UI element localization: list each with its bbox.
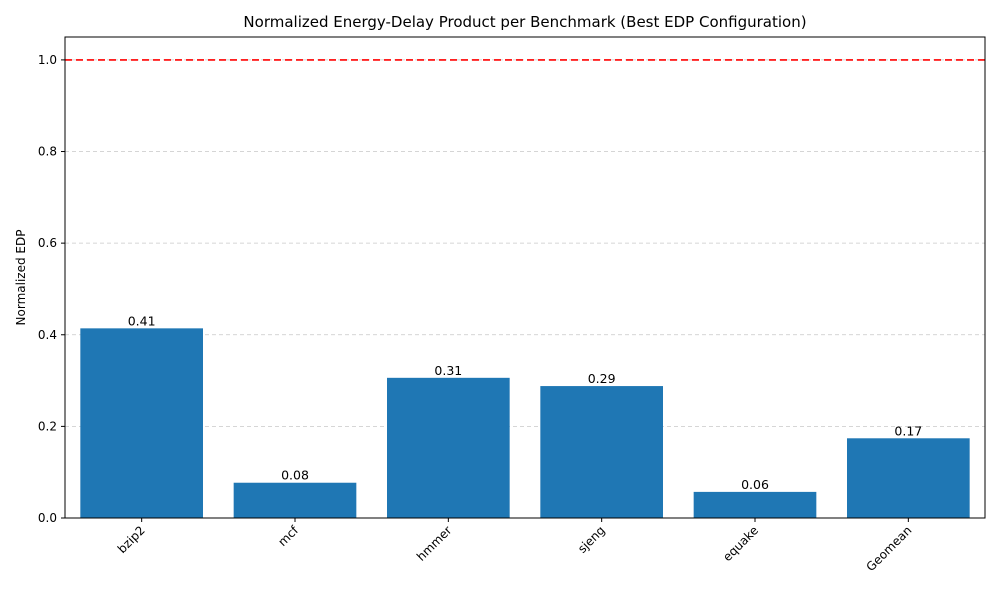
y-tick-label: 1.0 (38, 53, 57, 67)
data-label-equake: 0.06 (741, 477, 769, 492)
y-ticks-group: 0.0 0.2 0.4 0.6 0.8 1.0 (38, 53, 65, 525)
x-ticks-group: bzip2 mcf hmmer sjeng equake Geomean (115, 518, 914, 574)
x-tick-label-geomean: Geomean (863, 523, 914, 574)
y-tick-label: 0.6 (38, 236, 57, 250)
bars-group (80, 328, 970, 518)
bar-bzip2 (80, 328, 203, 518)
axes-frame (64, 36, 986, 519)
y-tick-label: 0.8 (38, 145, 57, 159)
data-label-bzip2: 0.41 (128, 313, 156, 328)
data-label-geomean: 0.17 (894, 423, 922, 438)
chart-title: Normalized Energy-Delay Product per Benc… (243, 13, 806, 31)
y-axis-label: Normalized EDP (14, 230, 28, 326)
bar-equake (693, 491, 817, 518)
x-tick-label-equake: equake (720, 523, 761, 564)
x-tick-label-hmmer: hmmer (414, 523, 455, 564)
y-tick-label: 0.4 (38, 328, 57, 342)
bar-mcf (233, 482, 357, 518)
y-tick-label: 0.2 (38, 419, 57, 433)
data-label-hmmer: 0.31 (434, 363, 462, 378)
data-label-sjeng: 0.29 (588, 371, 616, 386)
x-tick-label-sjeng: sjeng (575, 523, 608, 556)
y-tick-label: 0.0 (38, 511, 57, 525)
bar-geomean (847, 438, 970, 518)
data-labels-group: 0.41 0.08 0.31 0.29 0.06 0.17 (128, 313, 923, 492)
bar-sjeng (540, 386, 663, 518)
bar-hmmer (387, 377, 510, 518)
data-label-mcf: 0.08 (281, 468, 309, 483)
x-tick-label-mcf: mcf (275, 523, 301, 549)
plot-frame (64, 36, 986, 519)
x-tick-label-bzip2: bzip2 (115, 523, 148, 556)
